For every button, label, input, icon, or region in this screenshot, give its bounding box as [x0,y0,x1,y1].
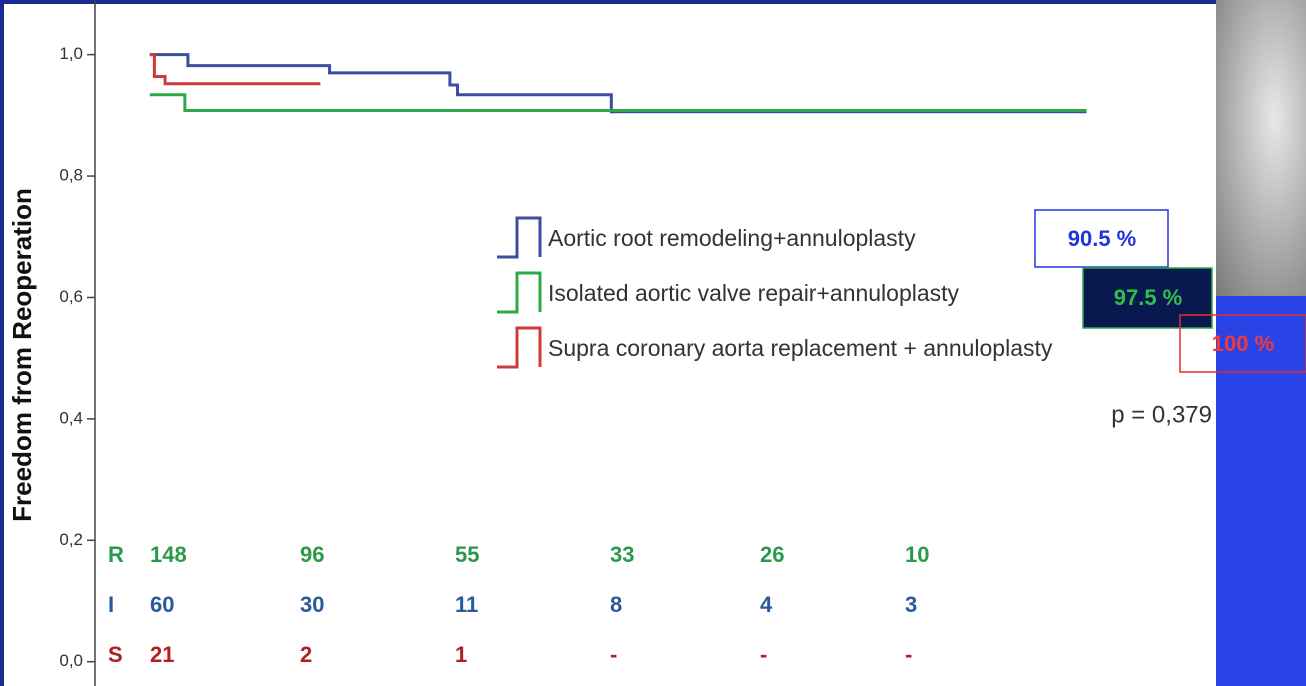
y-tick-label: 0,6 [59,287,83,306]
annotation: 97.5 % [1114,285,1183,310]
y-axis-label: Freedom from Reoperation [7,188,37,522]
risk-count: 4 [760,592,773,617]
slide: Freedom from Reoperation 90.5 % 97.5 % 1… [0,0,1306,686]
page: {"chart_data": { "type": "step", "y_labe… [0,0,1306,686]
y-tick-label: 1,0 [59,44,83,63]
risk-count: 96 [300,542,324,567]
top-border [0,0,1216,4]
risk-count: 2 [300,642,312,667]
risk-row-label: R [108,542,124,567]
risk-count: 26 [760,542,784,567]
risk-count: 3 [905,592,917,617]
risk-count: 10 [905,542,929,567]
annotation: 100 % [1212,331,1274,356]
risk-count: 1 [455,642,467,667]
legend-label: Supra coronary aorta replacement + annul… [548,335,1053,361]
risk-count: 148 [150,542,187,567]
left-border [0,0,4,686]
risk-count: 30 [300,592,324,617]
risk-count: 8 [610,592,622,617]
risk-count: 11 [455,592,478,617]
y-tick-label: 0,0 [59,651,83,670]
risk-count: - [905,642,912,667]
risk-count: 33 [610,542,634,567]
y-tick-label: 0,4 [59,408,83,427]
legend-label: Aortic root remodeling+annuloplasty [548,225,916,251]
risk-count: - [760,642,767,667]
annotation: 90.5 % [1068,226,1137,251]
risk-count: 55 [455,542,479,567]
risk-count: 21 [150,642,174,667]
risk-row-label: S [108,642,123,667]
y-tick-label: 0,8 [59,166,83,185]
legend-label: Isolated aortic valve repair+annuloplast… [548,280,960,306]
risk-row-label: I [108,592,114,617]
y-tick-label: 0,2 [59,530,83,549]
p-value: p = 0,379 [1111,401,1212,428]
risk-count: - [610,642,617,667]
risk-count: 60 [150,592,174,617]
